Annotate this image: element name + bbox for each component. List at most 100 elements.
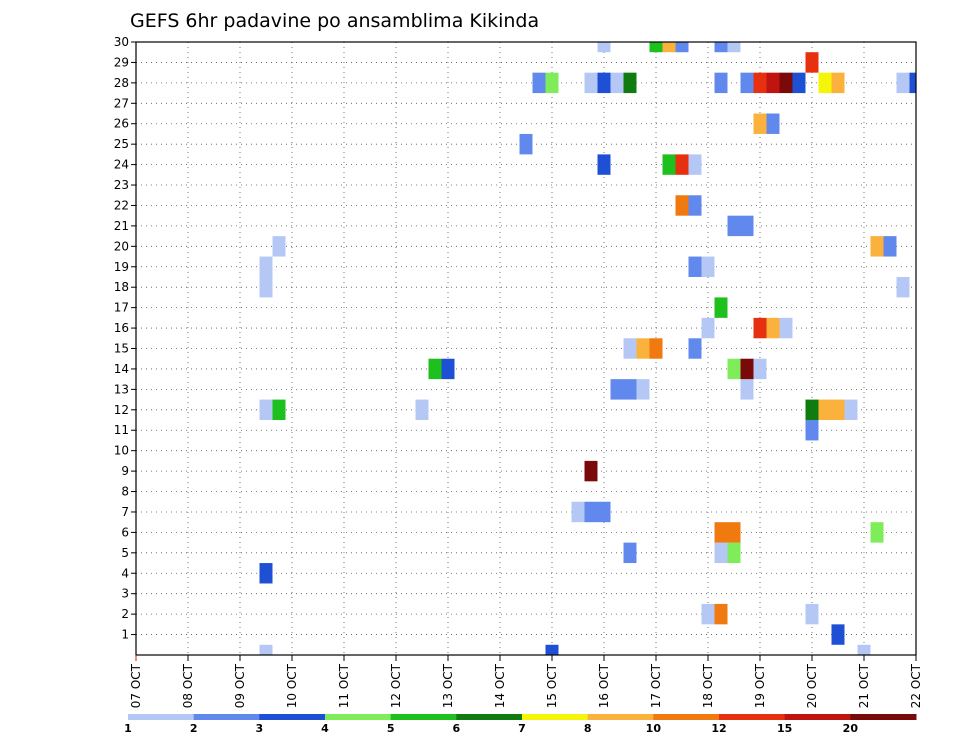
y-axis-ticks: 1234567891011121314151617181920212223242… bbox=[114, 35, 136, 642]
precip-cell bbox=[714, 297, 728, 318]
precip-cell bbox=[610, 379, 624, 400]
colorbar-swatch bbox=[784, 714, 851, 720]
y-tick-label: 6 bbox=[121, 525, 129, 539]
y-tick-label: 1 bbox=[121, 628, 129, 642]
y-tick-label: 11 bbox=[114, 423, 129, 437]
precip-cell bbox=[259, 563, 273, 584]
precip-cell bbox=[753, 317, 767, 339]
precip-cell bbox=[415, 399, 429, 421]
colorbar-swatch bbox=[653, 714, 720, 720]
precip-cell bbox=[857, 644, 871, 655]
precip-cell bbox=[259, 276, 273, 298]
y-tick-label: 30 bbox=[114, 35, 129, 49]
precip-cell bbox=[740, 215, 754, 237]
y-tick-label: 22 bbox=[114, 198, 129, 212]
precip-cell bbox=[753, 72, 767, 94]
y-tick-label: 15 bbox=[114, 342, 129, 356]
colorbar-swatch bbox=[719, 714, 786, 720]
precip-cell bbox=[870, 236, 884, 257]
x-tick-label: 08 OCT bbox=[181, 663, 195, 708]
precip-cell bbox=[805, 399, 819, 421]
colorbar-swatch bbox=[522, 714, 589, 720]
precip-cell bbox=[675, 154, 689, 175]
y-tick-label: 9 bbox=[121, 464, 129, 478]
colorbar-label: 20 bbox=[843, 722, 859, 735]
y-tick-label: 4 bbox=[121, 566, 129, 580]
precip-cell bbox=[870, 522, 884, 543]
precip-cell bbox=[818, 72, 832, 94]
x-tick-label: 20 OCT bbox=[805, 663, 819, 708]
precip-cell bbox=[259, 256, 273, 277]
x-tick-label: 21 OCT bbox=[857, 663, 871, 708]
precip-cell bbox=[727, 542, 741, 564]
precip-cell bbox=[662, 154, 676, 175]
precip-cell bbox=[623, 542, 637, 564]
precip-cell bbox=[714, 522, 728, 543]
y-tick-label: 29 bbox=[114, 55, 129, 69]
y-tick-label: 8 bbox=[121, 485, 129, 499]
precip-cell bbox=[753, 358, 767, 380]
x-tick-label: 11 OCT bbox=[337, 663, 351, 708]
x-tick-label: 09 OCT bbox=[233, 663, 247, 708]
precip-cell bbox=[805, 52, 819, 73]
precip-cell bbox=[701, 317, 715, 339]
precip-cell bbox=[259, 399, 273, 421]
precip-cell bbox=[545, 644, 559, 655]
precip-cell bbox=[688, 256, 702, 277]
precip-cell bbox=[272, 399, 286, 421]
colorbar-label: 7 bbox=[518, 722, 526, 735]
precip-cell bbox=[584, 501, 598, 523]
precip-cell bbox=[610, 72, 624, 94]
precip-cell bbox=[727, 215, 741, 237]
y-tick-label: 10 bbox=[114, 444, 129, 458]
colorbar-label: 1 bbox=[124, 722, 132, 735]
precip-cell bbox=[597, 501, 611, 523]
precip-cell bbox=[571, 501, 585, 523]
y-tick-label: 16 bbox=[114, 321, 129, 335]
x-tick-label: 07 OCT bbox=[129, 663, 143, 708]
y-tick-label: 5 bbox=[121, 546, 129, 560]
precip-cell bbox=[779, 317, 793, 339]
y-tick-label: 23 bbox=[114, 178, 129, 192]
precip-cell bbox=[714, 603, 728, 625]
precip-cells bbox=[259, 42, 916, 655]
precip-cell bbox=[883, 236, 897, 257]
precip-cell bbox=[649, 42, 663, 53]
precip-cell bbox=[909, 72, 916, 94]
precip-cell bbox=[675, 42, 689, 53]
precip-cell bbox=[649, 338, 663, 359]
precip-cell bbox=[597, 72, 611, 94]
x-tick-label: 12 OCT bbox=[389, 663, 403, 708]
precip-cell bbox=[545, 72, 559, 94]
precip-cell bbox=[714, 542, 728, 564]
y-tick-label: 14 bbox=[114, 362, 129, 376]
colorbar-swatch bbox=[850, 714, 917, 720]
y-tick-label: 25 bbox=[114, 137, 129, 151]
y-tick-label: 24 bbox=[114, 158, 129, 172]
precip-cell bbox=[636, 379, 650, 400]
colorbar-swatch bbox=[193, 714, 260, 720]
precip-cell bbox=[597, 42, 611, 53]
x-tick-label: 17 OCT bbox=[649, 663, 663, 708]
x-tick-label: 16 OCT bbox=[597, 663, 611, 708]
y-tick-label: 17 bbox=[114, 301, 129, 315]
colorbar-label: 10 bbox=[646, 722, 662, 735]
y-tick-label: 27 bbox=[114, 96, 129, 110]
x-tick-label: 15 OCT bbox=[545, 663, 559, 708]
y-tick-label: 18 bbox=[114, 280, 129, 294]
precip-cell bbox=[623, 379, 637, 400]
x-tick-label: 14 OCT bbox=[493, 663, 507, 708]
precip-cell bbox=[623, 338, 637, 359]
precip-cell bbox=[740, 358, 754, 380]
y-tick-label: 26 bbox=[114, 117, 129, 131]
y-tick-label: 12 bbox=[114, 403, 129, 417]
precip-cell bbox=[792, 72, 806, 94]
x-axis-ticks: 07 OCT 08 OCT 09 OCT 10 OCT 11 OCT 12 OCT 13 O… bbox=[129, 655, 923, 708]
x-tick-label: 10 OCT bbox=[285, 663, 299, 708]
precip-cell bbox=[272, 236, 286, 257]
precip-cell bbox=[675, 195, 689, 216]
precip-cell bbox=[714, 72, 728, 94]
colorbar-label: 4 bbox=[321, 722, 329, 735]
y-tick-label: 3 bbox=[121, 587, 129, 601]
